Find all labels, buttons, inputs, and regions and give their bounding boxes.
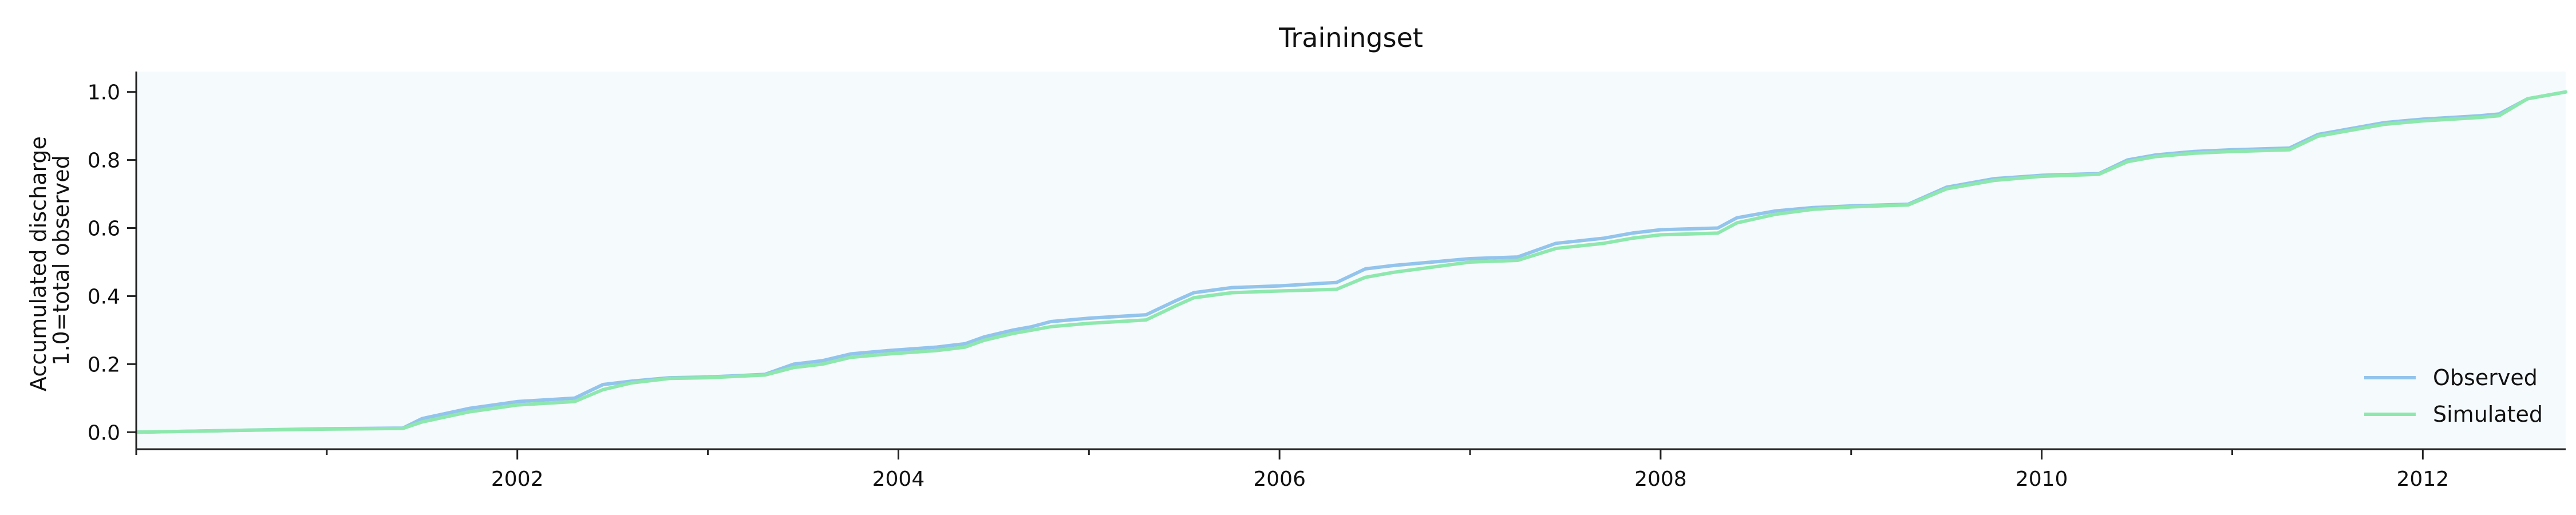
y-tick-label: 0.0 xyxy=(88,421,120,445)
x-tick-label: 2010 xyxy=(2016,468,2068,491)
legend-label-observed: Observed xyxy=(2433,365,2538,390)
x-tick-label: 2002 xyxy=(491,468,544,491)
plot-area-background xyxy=(136,72,2566,449)
x-axis-ticks: 2002 2004 2006 2008 2010 2012 xyxy=(135,449,2449,491)
y-tick-label: 1.0 xyxy=(88,81,120,105)
y-axis-label: Accumulated discharge 1.0=total observed xyxy=(26,129,74,391)
y-tick-label: 0.2 xyxy=(88,353,120,377)
x-tick-label: 2004 xyxy=(872,468,925,491)
series-line-simulated xyxy=(135,90,2567,434)
x-tick-label: 2008 xyxy=(1634,468,1687,491)
series-layer xyxy=(135,90,2567,434)
chart-title: Trainingset xyxy=(1278,22,1423,53)
legend: Observed Simulated xyxy=(2364,365,2543,427)
x-tick-label: 2012 xyxy=(2397,468,2449,491)
y-tick-label: 0.6 xyxy=(88,217,120,241)
y-tick-label: 0.8 xyxy=(88,149,120,173)
y-tick-label: 0.4 xyxy=(88,285,120,308)
x-tick-label: 2006 xyxy=(1253,468,1306,491)
y-axis-label-line-2: 1.0=total observed xyxy=(49,155,74,365)
legend-label-simulated: Simulated xyxy=(2433,402,2543,427)
y-axis-label-line-1: Accumulated discharge xyxy=(26,136,51,391)
y-axis-ticks: 0.0 0.2 0.4 0.6 0.8 1.0 xyxy=(88,81,136,445)
